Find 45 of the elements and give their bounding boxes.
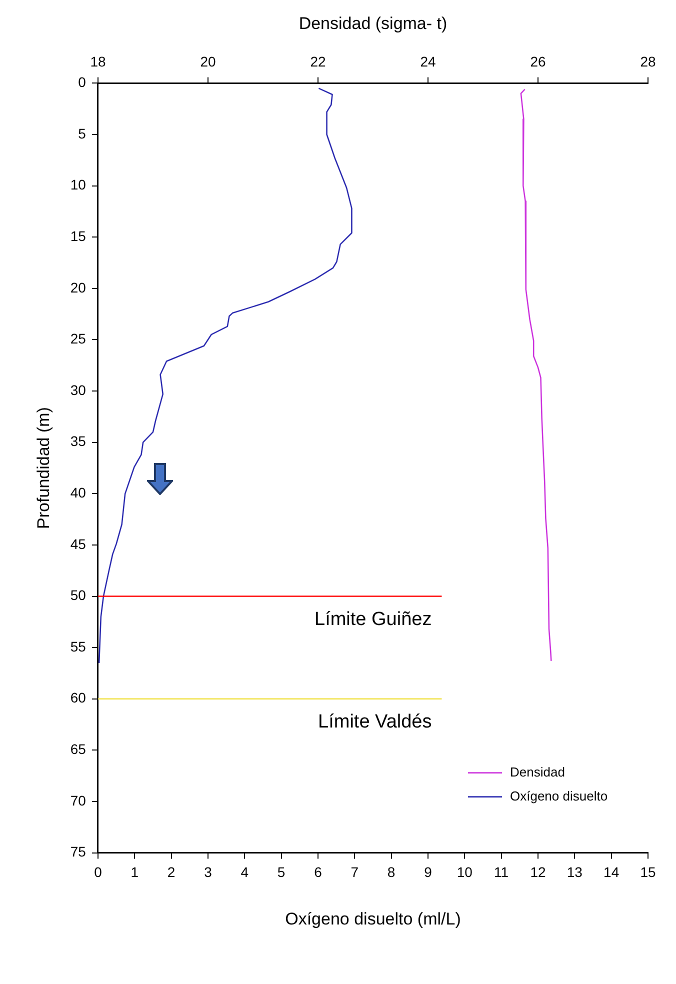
y-tick-label: 65 <box>70 741 86 758</box>
y-tick-label: 70 <box>70 792 86 808</box>
x2-tick-label: 18 <box>90 54 106 70</box>
x-tick-label: 3 <box>204 864 212 880</box>
x-tick-label: 4 <box>240 864 249 880</box>
x-tick-label: 11 <box>494 864 509 880</box>
x-tick-label: 8 <box>387 864 396 880</box>
x-tick-label: 15 <box>640 864 656 880</box>
x-tick-label: 7 <box>350 864 359 880</box>
y-tick-label: 40 <box>70 484 86 501</box>
y-tick-label: 55 <box>70 638 86 654</box>
x2-axis-title: Densidad (sigma- t) <box>298 14 448 33</box>
y-tick-label: 75 <box>70 844 86 860</box>
y-tick-label: 30 <box>70 382 86 398</box>
x2-tick-label: 24 <box>420 54 436 70</box>
x2-tick-label: 22 <box>310 54 326 70</box>
y-tick-label: 25 <box>70 330 86 347</box>
x-tick-label: 10 <box>456 864 473 880</box>
y-tick-label: 10 <box>70 176 86 193</box>
y-tick-label: 5 <box>78 125 86 142</box>
x-axis-title: Oxígeno disuelto (ml/L) <box>285 909 461 928</box>
x2-tick-label: 20 <box>200 54 216 70</box>
y-tick-label: 35 <box>70 433 86 450</box>
x-tick-label: 12 <box>530 864 546 880</box>
x-tick-label: 1 <box>130 864 139 880</box>
y-tick-label: 60 <box>70 690 86 706</box>
x2-tick-label: 26 <box>530 54 546 70</box>
x-tick-label: 2 <box>167 864 176 880</box>
y-tick-label: 15 <box>70 228 86 244</box>
ref-line-label: Límite Valdés <box>318 712 432 733</box>
x-tick-label: 14 <box>604 864 620 880</box>
x-tick-label: 13 <box>566 864 583 880</box>
x-tick-label: 9 <box>424 864 432 880</box>
x-tick-label: 0 <box>94 864 102 880</box>
legend-label: Oxígeno disuelto <box>510 788 608 804</box>
y-tick-label: 20 <box>70 279 86 296</box>
y-tick-label: 0 <box>78 74 86 90</box>
x2-tick-label: 28 <box>640 54 656 70</box>
y-tick-label: 45 <box>70 536 86 552</box>
legend-label: Densidad <box>510 764 565 780</box>
y-axis-title: Profundidad (m) <box>34 407 53 529</box>
ref-line-label: Límite Guiñez <box>314 609 432 630</box>
y-tick-label: 50 <box>70 587 86 604</box>
x-tick-label: 5 <box>277 864 286 880</box>
x-tick-label: 6 <box>314 864 322 880</box>
